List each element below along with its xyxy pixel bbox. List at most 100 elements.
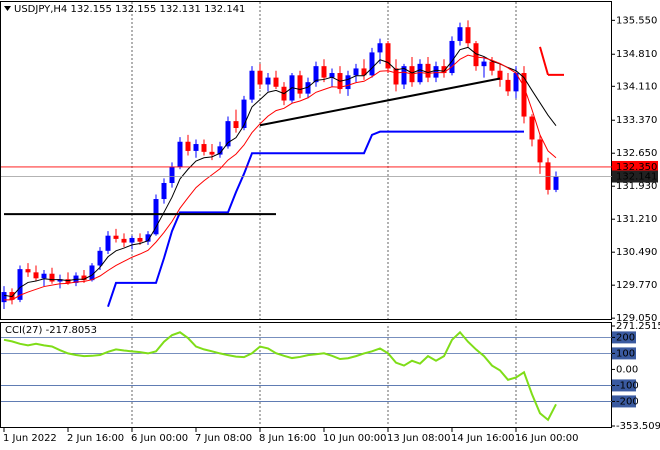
- candle-body: [49, 273, 55, 282]
- candle-body: [505, 79, 511, 92]
- y-tick-label: 200: [616, 332, 635, 343]
- candle-body: [545, 162, 551, 190]
- candle-body: [385, 43, 391, 69]
- candle-body: [537, 139, 543, 163]
- candle-body: [169, 166, 175, 183]
- candle-body: [553, 176, 559, 190]
- y-tick-label: 130.490: [616, 247, 657, 258]
- chart-title: USDJPY,H4 132.155 132.155 132.131 132.14…: [14, 4, 245, 15]
- y-tick-label: 133.370: [616, 115, 657, 126]
- y-tick-label: 132.650: [616, 148, 657, 159]
- candle-body: [297, 75, 303, 94]
- indicator-line: [107, 130, 524, 308]
- ask-label-box: [612, 160, 658, 173]
- candle-body: [185, 141, 191, 151]
- candle-body: [121, 238, 127, 243]
- candle-body: [425, 63, 431, 78]
- y-tick-label: 135.550: [616, 15, 657, 26]
- candle-body: [305, 82, 311, 94]
- candle-body: [481, 61, 487, 67]
- y-tick-label: 129.050: [616, 313, 657, 324]
- candle-body: [153, 199, 159, 235]
- candle-body: [377, 43, 383, 53]
- candle-body: [145, 234, 151, 242]
- candle-body: [177, 141, 183, 167]
- x-tick-label: 6 Jun 00:00: [131, 433, 188, 444]
- candle-body: [25, 269, 31, 273]
- candle-body: [41, 273, 47, 279]
- candle-body: [521, 73, 527, 117]
- candle-body: [369, 52, 375, 76]
- candle-body: [457, 27, 463, 41]
- cci-line: [3, 330, 557, 422]
- candle-body: [441, 66, 447, 74]
- candle-body: [345, 75, 351, 90]
- level-label-box: [612, 379, 636, 392]
- y-tick-label: 131.930: [616, 181, 657, 192]
- y-tick-label: 131.210: [616, 214, 657, 225]
- candle-body: [113, 235, 119, 239]
- candle-body: [273, 77, 279, 87]
- level-label-box: [612, 395, 636, 408]
- y-tick-label: 129.770: [616, 280, 657, 291]
- ask-label: 132.350: [616, 162, 657, 173]
- y-tick-label: 100: [616, 348, 635, 359]
- candle-body: [241, 99, 247, 129]
- candle-body: [321, 66, 327, 78]
- x-tick-label: 2 Jun 16:00: [67, 433, 124, 444]
- candle-body: [513, 73, 519, 92]
- candle-body: [353, 68, 359, 76]
- y-tick-label: -100: [616, 380, 639, 391]
- candle-body: [137, 237, 143, 242]
- candle-body: [449, 40, 455, 74]
- candle-body: [249, 70, 255, 100]
- candle-body: [329, 73, 335, 78]
- candle-body: [161, 182, 167, 200]
- candle-body: [81, 275, 87, 281]
- candle-body: [313, 66, 319, 83]
- menu-triangle: [4, 6, 11, 11]
- candle-body: [465, 27, 471, 44]
- level-label-box: [612, 331, 636, 344]
- cci-frame: [0, 322, 612, 428]
- candle-body: [497, 70, 503, 80]
- cci-title: CCI(27) -217.8053: [5, 325, 97, 336]
- price-label: 132.141: [616, 172, 657, 183]
- candle-body: [193, 144, 199, 151]
- candle-body: [17, 269, 23, 300]
- candle-body: [105, 235, 111, 251]
- candle-body: [1, 292, 7, 303]
- y-tick-label: -200: [616, 396, 639, 407]
- y-tick-label: 134.810: [616, 49, 657, 60]
- candle-body: [433, 66, 439, 78]
- candle-body: [265, 77, 271, 85]
- candle-body: [201, 144, 207, 152]
- candle-body: [225, 121, 231, 147]
- candle-body: [401, 66, 407, 85]
- main-frame: [0, 1, 612, 320]
- y-tick-label: 0.00: [616, 364, 638, 375]
- candle-body: [57, 279, 63, 282]
- drawn-line: [259, 77, 501, 127]
- y-tick-label: 271.2515: [616, 321, 660, 332]
- indicator-line: [4, 54, 557, 301]
- x-tick-label: 10 Jun 00:00: [323, 433, 387, 444]
- candle-body: [33, 272, 39, 279]
- indicator-line: [3, 46, 557, 298]
- candle-body: [257, 70, 263, 85]
- x-tick-label: 16 Jun 00:00: [515, 433, 579, 444]
- x-tick-label: 13 Jun 08:00: [387, 433, 451, 444]
- y-tick-label: 134.110: [616, 81, 657, 92]
- x-tick-label: 8 Jun 16:00: [259, 433, 316, 444]
- candle-body: [97, 250, 103, 266]
- price-label-box: [612, 170, 658, 183]
- candle-body: [529, 116, 535, 140]
- candle-body: [217, 146, 223, 155]
- candle-body: [361, 68, 367, 76]
- level-label-box: [612, 347, 636, 360]
- candle-body: [489, 61, 495, 71]
- x-tick-label: 14 Jun 16:00: [451, 433, 515, 444]
- candle-body: [233, 121, 239, 129]
